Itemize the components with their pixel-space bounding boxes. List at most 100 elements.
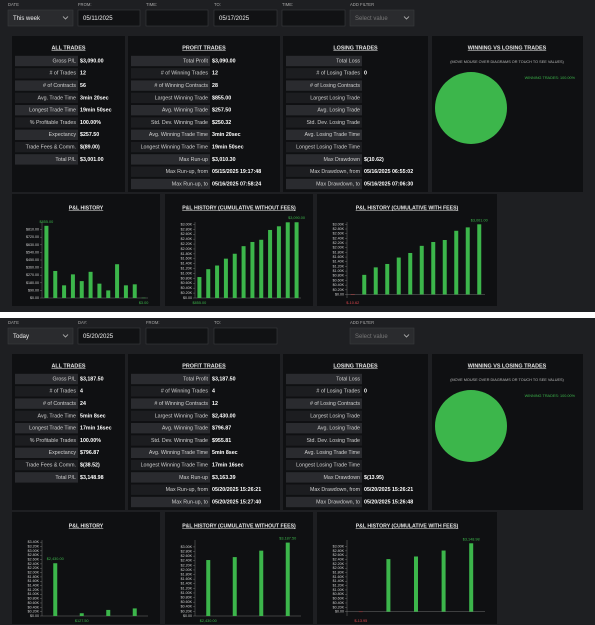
dropdown[interactable] bbox=[7, 9, 74, 27]
row-label-cell bbox=[15, 398, 78, 409]
y-tick-label: $2.40K bbox=[333, 557, 345, 561]
row-label-cell bbox=[15, 141, 78, 153]
input-field[interactable] bbox=[145, 9, 209, 27]
y-tick-label: $1.60K bbox=[333, 575, 345, 579]
row-value: $3,001.00 bbox=[80, 157, 104, 163]
bar bbox=[431, 241, 436, 295]
row-label: Avg. Losing Trade Time bbox=[304, 132, 360, 138]
row-label-cell bbox=[286, 68, 362, 79]
y-tick-label: $1.60K bbox=[333, 255, 345, 259]
dropdown[interactable] bbox=[349, 327, 415, 345]
y-tick-label: $3.00K bbox=[181, 222, 193, 226]
bar bbox=[386, 559, 391, 612]
bar bbox=[53, 563, 58, 616]
row-label-cell bbox=[15, 447, 78, 458]
filter-label: DATE bbox=[8, 2, 19, 7]
min-label: $127.50 bbox=[75, 619, 89, 623]
row-label: Avg. Winning Trade Time bbox=[149, 450, 208, 456]
pie-legend: WINNING TRADES: 100.00% bbox=[525, 394, 576, 398]
bar bbox=[53, 270, 58, 298]
y-tick-label: $2.60K bbox=[333, 553, 345, 557]
row-label: Trade Fees & Comm. bbox=[26, 145, 76, 151]
row-value: $(89.00) bbox=[80, 145, 100, 151]
row-label: # of Winning Trades bbox=[161, 389, 208, 395]
row-label-cell bbox=[131, 472, 210, 483]
filter-label: DAY: bbox=[78, 320, 87, 325]
row-label-cell bbox=[286, 398, 362, 409]
y-tick-label: $1.40K bbox=[333, 260, 345, 264]
chart-title: P&L HISTORY (CUMULATIVE WITHOUT FEES) bbox=[182, 205, 296, 211]
dropdown[interactable] bbox=[349, 9, 415, 27]
input-field[interactable] bbox=[77, 327, 141, 345]
y-tick-label: $1.20K bbox=[333, 264, 345, 268]
row-label-cell bbox=[15, 105, 78, 116]
pie-slice bbox=[435, 390, 507, 462]
bar bbox=[285, 222, 290, 298]
row-value: $2,430.00 bbox=[212, 413, 236, 419]
row-value: $3,090.00 bbox=[80, 58, 104, 64]
row-label-cell bbox=[15, 129, 78, 140]
row-label: Expectancy bbox=[49, 132, 77, 138]
y-tick-label: $2.60K bbox=[28, 557, 40, 561]
y-tick-label: $3.00K bbox=[333, 544, 345, 548]
y-tick-label: $1.80K bbox=[333, 250, 345, 254]
bar bbox=[441, 550, 446, 612]
max-label: $3,148.98 bbox=[463, 537, 480, 541]
y-tick-label: $2.80K bbox=[181, 227, 193, 231]
y-tick-label: $2.20K bbox=[333, 241, 345, 245]
chevron bbox=[62, 16, 69, 20]
input-field[interactable] bbox=[281, 9, 346, 27]
row-label: # of Losing Contracts bbox=[310, 83, 360, 89]
row-label-cell bbox=[286, 435, 362, 446]
y-tick-label: $0.80K bbox=[333, 274, 345, 278]
dropdown[interactable] bbox=[7, 327, 74, 345]
input-field[interactable] bbox=[77, 9, 141, 27]
y-tick-label: $0.60K bbox=[181, 281, 193, 285]
bar bbox=[106, 290, 111, 298]
bar bbox=[259, 239, 264, 298]
row-value: 19min 50sec bbox=[212, 145, 244, 151]
row-label-cell bbox=[15, 386, 78, 397]
y-tick-label: $2.80K bbox=[181, 549, 193, 553]
bar bbox=[206, 560, 211, 616]
card-title: PROFIT TRADES bbox=[182, 45, 226, 51]
row-value: 05/20/2025 15:26:21 bbox=[364, 487, 413, 493]
bar bbox=[268, 229, 273, 298]
max-label: $2,430.00 bbox=[47, 557, 64, 561]
y-tick-label: $0.00 bbox=[335, 610, 344, 614]
input-field[interactable] bbox=[213, 327, 278, 345]
input-field[interactable] bbox=[145, 327, 209, 345]
row-value: $(10.62) bbox=[364, 157, 384, 163]
row-label-cell bbox=[131, 68, 210, 79]
row-label-cell bbox=[15, 154, 78, 165]
row-label: Total Loss bbox=[336, 58, 360, 64]
row-label-cell bbox=[15, 55, 78, 67]
max-label: $3,090.00 bbox=[288, 216, 305, 220]
y-tick-label: $0.00 bbox=[335, 292, 344, 296]
y-tick-label: $1.20K bbox=[28, 588, 40, 592]
row-value: 17min 16sec bbox=[212, 463, 244, 469]
row-label-cell bbox=[286, 154, 362, 165]
pie-title: WINNING VS LOSING TRADES bbox=[468, 363, 547, 369]
row-value: $855.00 bbox=[212, 95, 231, 101]
bar bbox=[465, 227, 470, 295]
y-tick-label: $1.60K bbox=[181, 257, 193, 261]
y-tick-label: $2.20K bbox=[333, 562, 345, 566]
y-tick-label: $1.20K bbox=[181, 267, 193, 271]
row-label-cell bbox=[131, 117, 210, 128]
row-label-cell bbox=[286, 129, 362, 140]
pie-title: WINNING VS LOSING TRADES bbox=[468, 45, 547, 51]
input-field[interactable] bbox=[213, 9, 278, 27]
row-value: $257.50 bbox=[80, 132, 99, 138]
bar bbox=[197, 277, 202, 298]
row-label-cell bbox=[286, 55, 362, 67]
row-value: 17min 16sec bbox=[80, 426, 112, 432]
row-label-cell bbox=[131, 435, 210, 446]
row-value: $796.87 bbox=[212, 426, 231, 432]
bar bbox=[97, 283, 102, 298]
y-tick-label: $2.20K bbox=[28, 566, 40, 570]
row-label: Max Run-up bbox=[179, 475, 208, 481]
row-label: Total Profit bbox=[183, 58, 209, 64]
y-tick-label: $180.00 bbox=[26, 281, 39, 285]
y-tick-label: $0.40K bbox=[333, 601, 345, 605]
